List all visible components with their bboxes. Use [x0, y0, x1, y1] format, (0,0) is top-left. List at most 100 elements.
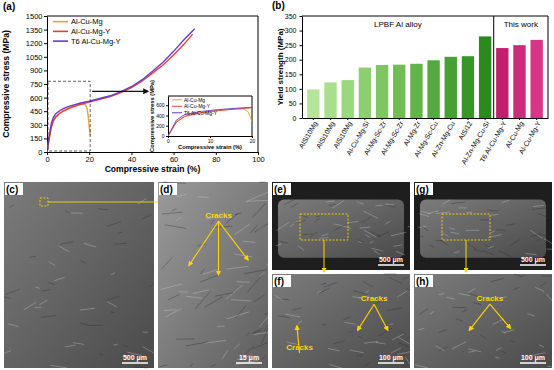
tick-mark [519, 118, 520, 120]
tick-label: 250 [285, 42, 297, 49]
bar [359, 68, 371, 118]
axis: 01020 [167, 136, 255, 144]
texture-line [387, 308, 402, 310]
tick-label: 1050 [26, 53, 43, 62]
tick-label: 600 [156, 102, 165, 108]
texture-line [322, 324, 326, 325]
texture-line [491, 214, 499, 215]
specimen [278, 200, 404, 258]
texture-line [329, 204, 337, 205]
texture-line [388, 206, 396, 207]
texture-line [440, 240, 448, 246]
texture-line [29, 256, 36, 257]
texture-line [419, 236, 424, 237]
tick-label: 0 [45, 155, 49, 164]
texture-line [165, 309, 181, 317]
texture-line [371, 248, 383, 251]
tick-label: 200 [285, 56, 297, 63]
texture [415, 274, 552, 368]
texture-line [277, 316, 289, 318]
panel-label: (c) [6, 184, 18, 195]
texture-line [291, 203, 299, 208]
texture-line [421, 226, 429, 231]
annotation: Cracks [477, 294, 504, 303]
texture-line [537, 239, 541, 240]
tick: 100 [252, 152, 265, 164]
tick-mark [416, 118, 417, 120]
texture-line [42, 289, 50, 291]
line-panel: 010200200400600Compressive strain (%)Com… [149, 80, 256, 152]
texture-line [260, 272, 265, 277]
texture-line [334, 341, 345, 344]
texture [418, 200, 552, 257]
texture-line [244, 269, 267, 273]
texture-line [34, 307, 41, 308]
texture-line [510, 239, 520, 246]
texture-line [392, 334, 403, 340]
legend-label: Al-Cu-Mg [184, 97, 205, 103]
group-label: This work [504, 20, 539, 29]
scale-bar [520, 362, 546, 364]
texture-line [73, 343, 84, 345]
frame-right [258, 16, 259, 152]
panel-label: (b) [272, 0, 285, 11]
legend: Al-Cu-MgAl-Cu-Mg-YT6 Al-Cu-Mg-Y [53, 17, 121, 46]
legend-label: Al-Cu-Mg [71, 17, 103, 26]
panel-label: (g) [416, 184, 429, 195]
texture-line [284, 200, 293, 204]
figure-svg: 0204060801000150300450600750900105012001… [0, 0, 554, 370]
tick-mark [44, 138, 47, 139]
texture-line [310, 232, 318, 237]
tick-mark [44, 111, 47, 112]
axis-line [168, 97, 169, 137]
x-axis-title: Compressive strain (%) [105, 164, 201, 174]
texture-line [133, 367, 148, 368]
texture-line [436, 212, 450, 214]
bar [410, 64, 422, 118]
texture-line [176, 217, 181, 221]
annotation-arrow [219, 221, 249, 260]
texture-line [399, 343, 410, 348]
texture-line [100, 354, 104, 356]
tick-label: Al-Mg-Sc-Zr [380, 119, 406, 156]
texture-line [513, 287, 519, 289]
panel-label: (d) [160, 184, 173, 195]
legend-swatch [172, 99, 182, 100]
series-line [168, 108, 252, 136]
inset-background [150, 88, 256, 150]
tick-mark [44, 152, 47, 153]
texture-line [201, 269, 205, 274]
texture-line [496, 347, 502, 350]
texture-line [453, 251, 459, 253]
texture-line [343, 317, 351, 320]
texture-line [530, 234, 541, 236]
scale-bar-label: 500 μm [521, 256, 545, 264]
tick: 1350 [26, 26, 47, 35]
tick-mark [300, 118, 303, 119]
texture-line [401, 227, 410, 231]
texture-line [176, 338, 194, 339]
texture-line [123, 345, 128, 347]
texture-line [406, 357, 410, 364]
texture-line [491, 231, 495, 233]
tick: 150 [285, 71, 302, 78]
tick: T6 Al-Cu-Mg-Y [478, 118, 508, 164]
texture-line [234, 224, 250, 235]
tick-label: 400 [156, 113, 165, 119]
frame-top [302, 16, 548, 17]
panel-label: (h) [416, 276, 429, 287]
texture-line [347, 221, 358, 222]
tick-label: 1200 [26, 39, 43, 48]
image-background [414, 274, 552, 368]
texture-line [539, 345, 544, 347]
texture-line [538, 213, 550, 218]
texture-line [364, 211, 378, 218]
texture-line [446, 297, 454, 299]
texture-line [396, 251, 405, 255]
texture-line [261, 328, 268, 344]
tick: Al-Mg-Sc-Zr [380, 118, 406, 157]
texture-line [482, 250, 493, 255]
texture-line [292, 308, 301, 310]
texture-line [164, 309, 177, 311]
texture-line [370, 241, 374, 243]
